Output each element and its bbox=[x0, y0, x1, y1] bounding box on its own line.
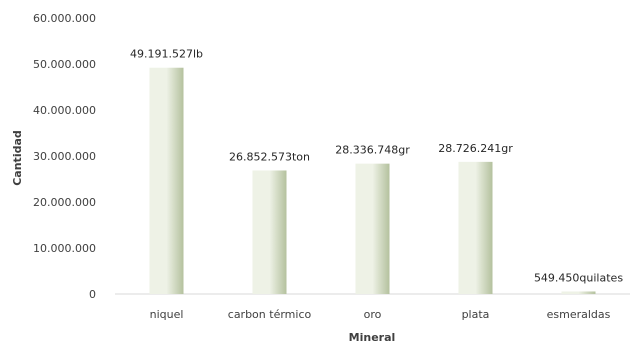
y-tick-label: 50.000.000 bbox=[33, 58, 96, 71]
bar-plata bbox=[458, 161, 493, 294]
data-label: 549.450quilates bbox=[534, 271, 623, 284]
category-label: niquel bbox=[150, 308, 184, 321]
category-label: oro bbox=[364, 308, 382, 321]
y-axis-tick-labels: 0 10.000.000 20.000.000 30.000.000 40.000.00… bbox=[33, 12, 96, 301]
data-label: 49.191.527lb bbox=[130, 48, 203, 61]
data-label: 28.336.748gr bbox=[335, 144, 410, 157]
y-tick-label: 10.000.000 bbox=[33, 242, 96, 255]
bar-niquel bbox=[149, 67, 184, 294]
y-tick-label: 40.000.000 bbox=[33, 104, 96, 117]
data-labels: 49.191.527lb 26.852.573ton 28.336.748gr 28.… bbox=[130, 48, 623, 285]
bar-series bbox=[149, 67, 596, 294]
y-tick-label: 0 bbox=[89, 288, 96, 301]
bar-oro bbox=[355, 163, 390, 294]
y-tick-label: 30.000.000 bbox=[33, 150, 96, 163]
y-axis-title: Cantidad bbox=[11, 130, 24, 186]
y-tick-label: 60.000.000 bbox=[33, 12, 96, 25]
x-axis-title: Mineral bbox=[349, 331, 396, 343]
y-tick-label: 20.000.000 bbox=[33, 196, 96, 209]
category-label: esmeraldas bbox=[547, 308, 611, 321]
category-label: carbon térmico bbox=[228, 308, 312, 321]
data-label: 28.726.241gr bbox=[438, 142, 513, 155]
bar-esmeraldas bbox=[561, 291, 596, 294]
data-label: 26.852.573ton bbox=[229, 150, 310, 163]
category-label: plata bbox=[462, 308, 490, 321]
bar-carbon-térmico bbox=[252, 170, 287, 294]
category-labels: niquel carbon térmico oro plata esmeraldas bbox=[150, 308, 611, 321]
